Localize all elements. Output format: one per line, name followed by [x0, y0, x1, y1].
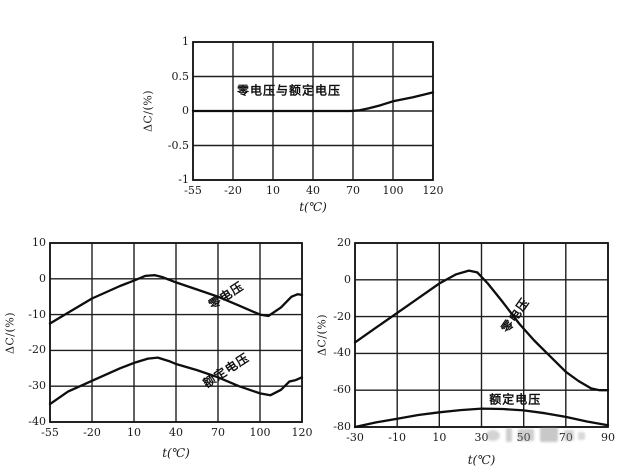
x-tick-label: -10 — [388, 431, 407, 444]
y-tick-label: 0.5 — [171, 69, 190, 83]
x-axis-label: t(℃) — [162, 446, 190, 460]
x-tick-label: 100 — [382, 184, 404, 197]
curve-zero-voltage — [353, 269, 610, 392]
y-tick-label: -1 — [178, 173, 189, 186]
y-tick-label: 0 — [182, 104, 189, 117]
x-tick-label: 70 — [346, 184, 360, 197]
x-axis-label: t(℃) — [299, 200, 327, 214]
y-tick-label: -40 — [28, 415, 46, 428]
plot-area — [48, 242, 304, 423]
y-tick-label: -60 — [333, 383, 351, 397]
y-tick-label: -20 — [28, 343, 46, 357]
x-tick-label: 70 — [558, 431, 573, 444]
plot-area — [191, 41, 435, 181]
curve-label: 额定电压 — [489, 392, 542, 407]
chart-bottom-left: ΔC/(%) 10 0 -10 -20 -30 -40 -55 -20 10 40 70 100 120 t… — [0, 232, 332, 474]
y-tick-label: -30 — [28, 379, 46, 393]
x-tick-label: 70 — [211, 426, 225, 439]
x-tick-label: 10 — [432, 431, 447, 444]
x-tick-label: 100 — [249, 426, 271, 439]
x-axis-label: t(℃) — [467, 453, 496, 467]
curve-rated-voltage — [353, 407, 610, 429]
y-tick-label: -20 — [333, 309, 351, 323]
x-tick-label: 90 — [601, 431, 615, 444]
x-tick-label: 120 — [291, 426, 313, 439]
x-tick-label: -20 — [224, 184, 242, 197]
grid-lines — [354, 242, 609, 428]
chart-top: ΔC/(%) 1 0.5 0 -0.5 -1 -55 -20 10 40 70 100 120 t(℃) 零… — [140, 30, 490, 222]
curve-zero-and-rated-voltage — [191, 91, 435, 113]
x-tick-label: -55 — [184, 184, 202, 197]
y-tick-label: -80 — [333, 420, 351, 433]
x-tick-label: 120 — [422, 184, 444, 197]
curve-zero-voltage — [48, 274, 304, 325]
y-tick-label: 1 — [182, 35, 189, 48]
y-tick-label: -10 — [28, 307, 46, 321]
x-tick-label: -55 — [41, 426, 59, 439]
x-tick-label: -20 — [83, 426, 101, 439]
curve-rated-voltage — [48, 356, 304, 406]
x-tick-label: 10 — [266, 184, 280, 197]
x-tick-label: -30 — [346, 431, 364, 444]
curve-label: 零电压与额定电压 — [236, 83, 342, 98]
y-tick-label: 0 — [344, 272, 351, 286]
x-tick-label: 40 — [306, 184, 320, 197]
y-tick-label: -0.5 — [167, 138, 189, 152]
plot-border — [49, 242, 303, 423]
plot-area — [353, 242, 610, 429]
x-tick-label: 40 — [169, 426, 183, 439]
x-tick-label: 10 — [127, 426, 141, 439]
plot-border — [354, 242, 609, 428]
y-tick-label: 0 — [39, 271, 46, 285]
y-tick-label: -40 — [333, 346, 351, 360]
x-tick-label: 50 — [516, 431, 531, 444]
x-tick-label: 30 — [474, 431, 489, 444]
y-tick-label: 10 — [32, 236, 46, 249]
y-tick-label: 20 — [337, 236, 351, 249]
chart-bottom-right: ΔC/(%) 20 0 -20 -40 -60 -80 -30 -10 10 30 50 70 90 t(℃… — [308, 232, 643, 474]
